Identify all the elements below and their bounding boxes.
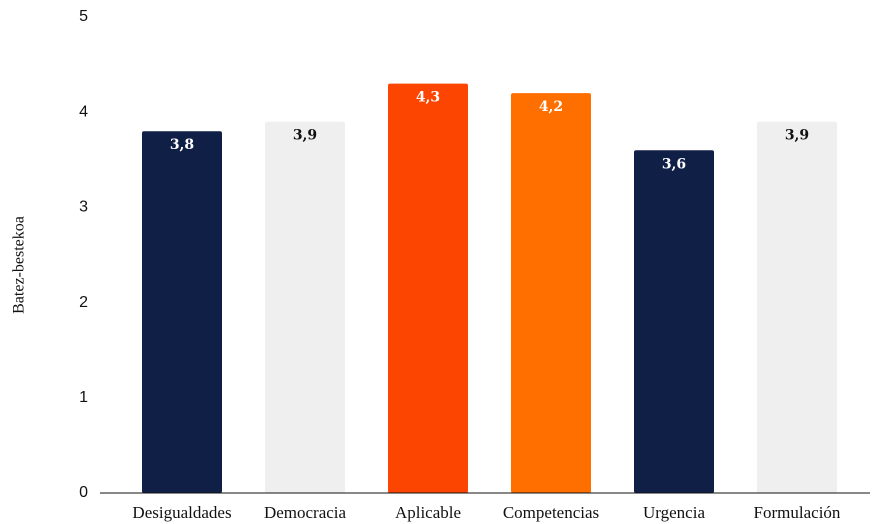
value-label: 3,9 [785,128,809,144]
bar [634,150,714,493]
bar [265,121,345,493]
value-label: 3,8 [170,137,194,153]
y-axis-label: Batez-bestekoa [11,216,28,314]
y-tick-label: 4 [79,103,88,120]
x-tick-label: Competencias [503,503,599,522]
value-label: 3,6 [662,156,686,172]
bar [142,131,222,494]
x-tick-label: Formulación [754,503,841,522]
value-label: 3,9 [293,128,317,144]
x-tick-label: Democracia [264,503,347,522]
x-tick-label: Aplicable [395,503,461,522]
y-tick-label: 5 [79,8,88,25]
y-tick-label: 2 [79,294,88,311]
y-tick-label: 1 [79,389,88,406]
bar [757,121,837,493]
bar [511,93,591,493]
x-tick-label: Desigualdades [132,503,231,522]
y-tick-label: 0 [79,484,88,501]
x-tick-label: Urgencia [643,503,705,522]
value-label: 4,3 [416,90,440,106]
y-tick-label: 3 [79,199,88,216]
value-label: 4,2 [539,99,563,115]
bar [388,83,468,493]
